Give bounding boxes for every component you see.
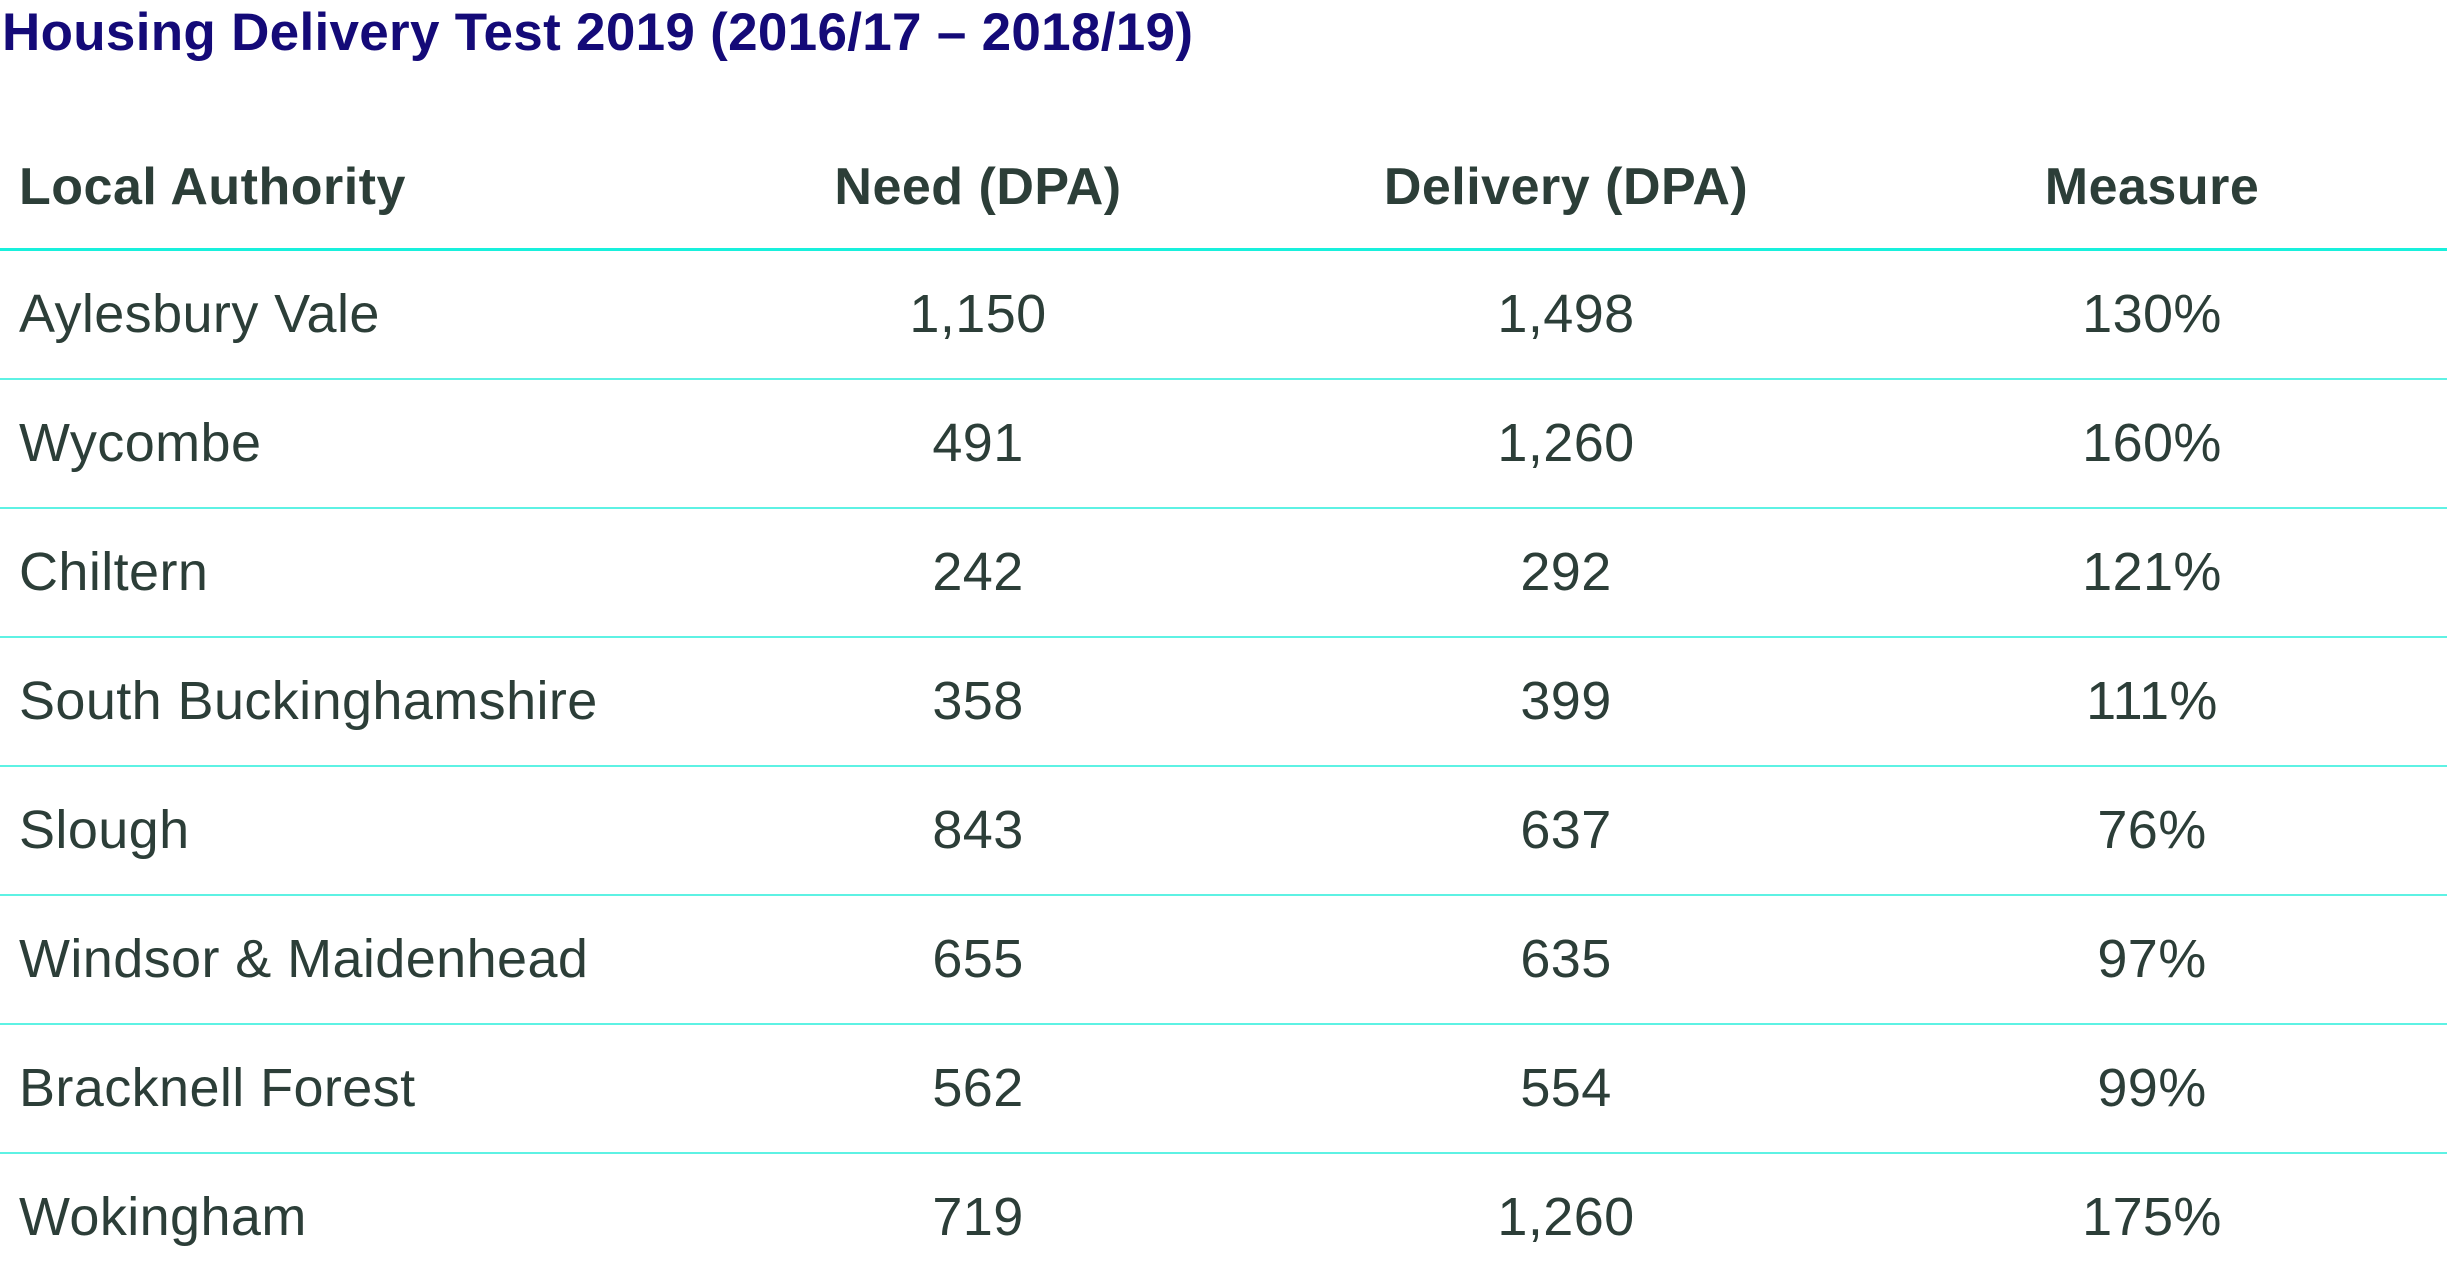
cell-local-authority: Wycombe — [19, 412, 262, 473]
cell-delivery: 1,260 — [1497, 1186, 1635, 1247]
cell-local-authority: Bracknell Forest — [19, 1057, 416, 1118]
row-divider — [0, 1023, 2447, 1025]
cell-need: 358 — [932, 670, 1024, 731]
cell-need: 562 — [932, 1057, 1024, 1118]
row-divider — [0, 894, 2447, 896]
cell-delivery: 635 — [1520, 928, 1612, 989]
table-row: Aylesbury Vale 1,150 1,498 130% — [0, 251, 2447, 380]
cell-delivery: 399 — [1520, 670, 1612, 731]
header-divider — [0, 248, 2447, 251]
table-row: Bracknell Forest 562 554 99% — [0, 1025, 2447, 1154]
table-row: South Buckinghamshire 358 399 111% — [0, 638, 2447, 767]
table-row: Chiltern 242 292 121% — [0, 509, 2447, 638]
cell-measure: 99% — [2097, 1057, 2207, 1118]
row-divider — [0, 507, 2447, 509]
row-divider — [0, 765, 2447, 767]
cell-local-authority: Chiltern — [19, 541, 209, 602]
cell-need: 242 — [932, 541, 1024, 602]
cell-measure: 121% — [2082, 541, 2222, 602]
column-header-delivery: Delivery (DPA) — [1383, 158, 1749, 216]
cell-measure: 175% — [2082, 1186, 2222, 1247]
cell-local-authority: South Buckinghamshire — [19, 670, 598, 731]
cell-need: 843 — [932, 799, 1024, 860]
table-header-row: Local Authority Need (DPA) Delivery (DPA… — [0, 150, 2447, 224]
cell-delivery: 1,260 — [1497, 412, 1635, 473]
cell-measure: 160% — [2082, 412, 2222, 473]
cell-need: 491 — [932, 412, 1024, 473]
cell-need: 719 — [932, 1186, 1024, 1247]
table-row: Wokingham 719 1,260 175% — [0, 1154, 2447, 1283]
cell-delivery: 554 — [1520, 1057, 1612, 1118]
cell-measure: 130% — [2082, 283, 2222, 344]
table-row: Wycombe 491 1,260 160% — [0, 380, 2447, 509]
row-divider — [0, 1152, 2447, 1154]
cell-need: 655 — [932, 928, 1024, 989]
cell-delivery: 292 — [1520, 541, 1612, 602]
cell-delivery: 1,498 — [1497, 283, 1635, 344]
cell-local-authority: Aylesbury Vale — [19, 283, 380, 344]
cell-local-authority: Wokingham — [19, 1186, 307, 1247]
column-header-measure: Measure — [2044, 158, 2260, 216]
cell-need: 1,150 — [909, 283, 1047, 344]
table-row: Windsor & Maidenhead 655 635 97% — [0, 896, 2447, 1025]
column-header-need: Need (DPA) — [834, 158, 1122, 216]
row-divider — [0, 378, 2447, 380]
cell-delivery: 637 — [1520, 799, 1612, 860]
page-title: Housing Delivery Test 2019 (2016/17 – 20… — [2, 3, 1194, 62]
column-header-local-authority: Local Authority — [19, 158, 406, 216]
cell-measure: 76% — [2097, 799, 2207, 860]
cell-local-authority: Windsor & Maidenhead — [19, 928, 589, 989]
row-divider — [0, 636, 2447, 638]
cell-local-authority: Slough — [19, 799, 190, 860]
cell-measure: 97% — [2097, 928, 2207, 989]
table-row: Slough 843 637 76% — [0, 767, 2447, 896]
cell-measure: 111% — [2086, 670, 2218, 731]
